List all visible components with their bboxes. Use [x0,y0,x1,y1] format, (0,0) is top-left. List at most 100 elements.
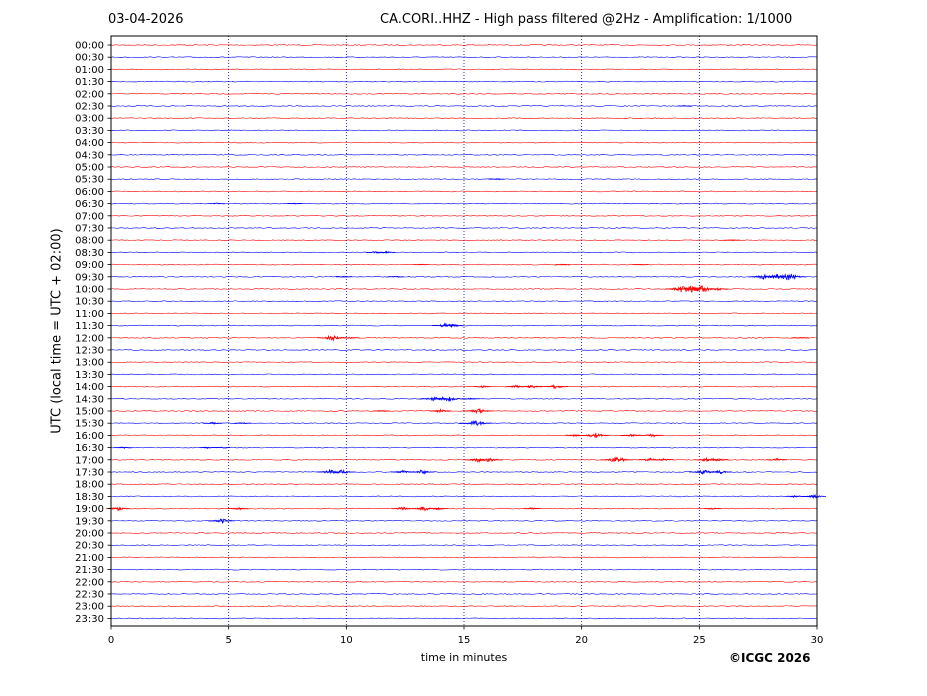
trace-0530 [110,178,818,180]
trace-0630 [110,202,818,205]
y-tick-label: 17:00 [75,455,104,466]
trace-1400 [110,385,818,388]
event-1200-22 [342,336,360,339]
event-1400-26 [520,384,544,389]
trace-0400 [110,141,818,144]
event-1430-30 [462,397,480,400]
event-0930-13 [762,274,792,280]
trace-0230 [110,105,818,107]
event-1830-59 [802,493,826,500]
event-0900-9 [632,263,648,266]
event-0800-4 [723,239,741,242]
event-1700-50 [702,457,729,462]
event-1500-33 [463,407,493,415]
trace-1230 [110,349,818,351]
event-0630-3 [286,202,302,205]
event-1600-39 [620,433,642,438]
event-1630-43 [213,446,230,449]
copyright-label: ©ICGC 2026 [729,651,811,665]
x-tick-label: 0 [108,635,114,646]
y-tick-label: 22:00 [75,577,104,588]
x-tick-label: 30 [811,635,824,646]
y-tick-label: 03:00 [75,114,104,125]
trace-0700 [110,215,818,217]
y-tick-label: 16:30 [75,443,104,454]
event-1530-34 [202,421,222,425]
x-tick-label: 25 [693,635,706,646]
x-tick-label: 5 [225,635,231,646]
y-tick-label: 12:30 [75,346,104,357]
event-1700-51 [766,458,787,461]
event-1900-66 [704,507,722,510]
y-tick-label: 02:00 [75,89,104,100]
trace-1100 [110,312,818,315]
y-tick-label: 21:00 [75,553,104,564]
event-1200-21 [317,334,347,342]
y-tick-label: 14:00 [75,382,104,393]
event-1600-38 [580,432,611,439]
y-tick-label: 20:30 [75,541,104,552]
event-1130-19 [431,321,459,328]
event-0900-8 [555,263,571,266]
trace-1030 [110,300,818,302]
y-tick-label: 06:00 [75,187,104,198]
y-tick-label: 17:30 [75,468,104,479]
grid-group [228,36,700,626]
event-1930-67 [208,518,236,525]
event-0930-10 [335,275,352,278]
chart-title: CA.CORI..HHZ - High pass filtered @2Hz -… [380,12,793,27]
trace-1300 [110,361,818,363]
event-1900-62 [390,506,415,511]
x-tick-label: 15 [458,635,471,646]
y-tick-label: 19:30 [75,516,104,527]
event-1400-27 [543,384,568,390]
x-tick-label: 20 [575,635,588,646]
y-tick-label: 14:30 [75,394,104,405]
y-tick-label: 01:30 [75,77,104,88]
event-0830-6 [376,250,396,254]
event-0230-0 [677,105,693,107]
event-1900-65 [522,507,542,510]
y-tick-label: 09:30 [75,272,104,283]
y-tick-label: 09:00 [75,260,104,271]
trace-1130 [110,324,818,327]
y-tick-label: 16:00 [75,431,104,442]
event-0630-2 [209,202,225,205]
trace-2130 [110,568,818,571]
event-0930-11 [387,276,404,278]
trace-0030 [110,56,818,58]
event-1200-23 [791,336,809,339]
y-tick-label: 11:00 [75,309,104,320]
trace-2200 [110,581,818,583]
event-1700-45 [476,457,503,463]
y-tick-label: 04:30 [75,150,104,161]
y-tick-label: 03:30 [75,126,104,137]
y-tick-label: 01:00 [75,65,104,76]
y-tick-label: 19:00 [75,504,104,515]
event-1430-29 [431,395,464,402]
y-tick-label: 22:30 [75,590,104,601]
y-tick-label: 11:30 [75,321,104,332]
event-1700-46 [600,456,633,463]
y-tick-label: 21:30 [75,565,104,576]
x-tick-label: 10 [340,635,353,646]
trace-1830 [110,495,818,498]
y-tick-label: 06:30 [75,199,104,210]
trace-1330 [110,373,818,376]
event-0530-1 [488,178,505,181]
trace-0800 [110,239,818,241]
event-1900-64 [427,506,449,511]
event-1700-49 [694,456,718,463]
y-tick-label: 05:30 [75,175,104,186]
event-1700-48 [653,457,674,462]
event-1400-24 [473,385,492,388]
trace-0130 [110,80,818,83]
trace-1200 [110,337,818,339]
y-tick-label: 08:00 [75,236,104,247]
y-tick-label: 00:30 [75,53,104,64]
event-1830-58 [785,495,806,499]
y-tick-label: 00:00 [75,41,104,52]
event-1900-60 [106,506,131,512]
